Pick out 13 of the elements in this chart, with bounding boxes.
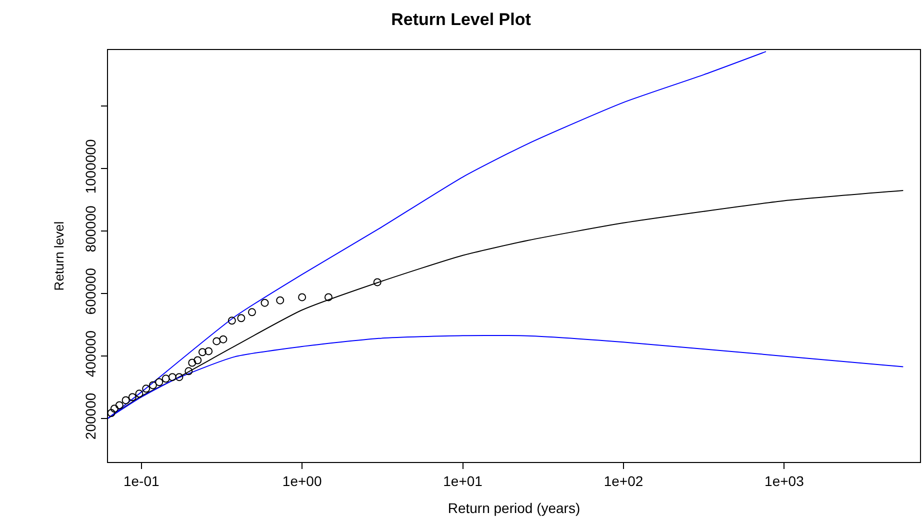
y-axis-title: Return level	[51, 221, 66, 291]
y-tick-label: 1000000	[82, 139, 98, 194]
x-tick-label: 1e-01	[123, 472, 160, 489]
x-tick-label: 1e+02	[604, 472, 644, 489]
x-axis-title: Return period (years)	[448, 500, 580, 516]
chart-title: Return Level Plot	[391, 10, 532, 30]
y-tick-label: 200000	[82, 392, 98, 440]
x-tick-label: 1e+01	[443, 472, 483, 489]
x-tick-label: 1e+03	[764, 472, 804, 489]
x-tick-label: 1e+00	[282, 472, 322, 489]
y-tick-label: 800000	[82, 205, 98, 252]
y-tick-label: 400000	[82, 330, 98, 378]
y-tick-label: 600000	[82, 268, 98, 315]
